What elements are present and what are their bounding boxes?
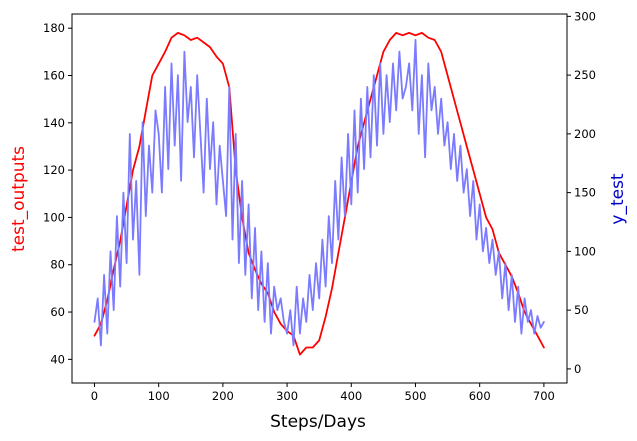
x-tick-label: 400 — [340, 389, 362, 403]
x-tick-label: 0 — [91, 389, 98, 403]
y-axis-left: 40 60 80 100 120 140 160 180 — [43, 21, 72, 366]
y-left-tick-label: 180 — [43, 21, 65, 35]
y-right-tick-label: 150 — [574, 186, 596, 200]
x-tick-label: 600 — [469, 389, 491, 403]
y-right-tick-label: 50 — [574, 303, 589, 317]
y-left-tick-label: 80 — [50, 258, 65, 272]
y-right-tick-label: 250 — [574, 68, 596, 82]
x-tick-label: 500 — [405, 389, 427, 403]
x-axis-title: Steps/Days — [270, 412, 366, 432]
y-left-tick-label: 60 — [50, 305, 65, 319]
y-right-tick-label: 300 — [574, 9, 596, 23]
y-right-tick-label: 200 — [574, 127, 596, 141]
y-left-tick-label: 120 — [43, 163, 65, 177]
y-right-tick-label: 0 — [574, 362, 581, 376]
y-left-tick-label: 160 — [43, 69, 65, 83]
y-left-tick-label: 140 — [43, 116, 65, 130]
y-axis-right: 0 50 100 150 200 250 300 — [567, 9, 596, 376]
y-axis-left-title: test_outputs — [9, 146, 29, 252]
x-tick-label: 300 — [276, 389, 298, 403]
series-line-test-outputs — [93, 32, 545, 356]
y-left-tick-label: 40 — [50, 352, 65, 366]
x-tick-label: 700 — [533, 389, 555, 403]
y-right-tick-label: 100 — [574, 244, 596, 258]
x-tick-label: 100 — [148, 389, 170, 403]
x-tick-label: 200 — [212, 389, 234, 403]
y-left-tick-label: 100 — [43, 210, 65, 224]
x-axis: 0 100 200 300 400 500 600 700 — [91, 383, 555, 403]
y-axis-right-title: y_test — [608, 173, 628, 225]
series-layer — [93, 32, 545, 356]
series-line-y-test — [93, 39, 545, 347]
plot-frame — [71, 13, 568, 384]
